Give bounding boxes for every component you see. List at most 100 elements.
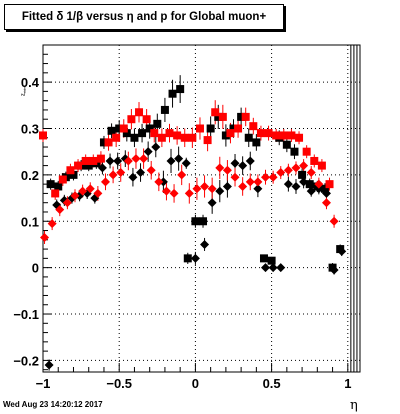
data-point-square bbox=[153, 119, 162, 128]
data-point-square bbox=[218, 112, 227, 121]
data-point-square bbox=[145, 124, 154, 133]
data-point-diamond bbox=[261, 172, 271, 182]
plot-frame bbox=[42, 44, 361, 373]
data-point-diamond bbox=[158, 177, 168, 187]
data-point-square bbox=[267, 256, 276, 265]
data-point-square bbox=[229, 124, 238, 133]
data-point-square bbox=[69, 170, 78, 179]
data-point-square bbox=[226, 129, 235, 138]
data-point-diamond bbox=[306, 186, 316, 196]
data-point-diamond bbox=[268, 172, 278, 182]
svg-text:Zetainv: Zetainv bbox=[20, 85, 26, 96]
data-point-diamond bbox=[166, 156, 176, 166]
data-point-diamond bbox=[215, 163, 225, 173]
data-point-square bbox=[115, 124, 124, 133]
data-point-diamond bbox=[283, 165, 293, 175]
x-tick-label: 1 bbox=[344, 376, 351, 391]
data-point-square bbox=[325, 180, 334, 189]
data-point-diamond bbox=[139, 154, 149, 164]
y-axis-label-subscript: etainv bbox=[22, 85, 26, 93]
data-point-square bbox=[99, 138, 108, 147]
data-point-square bbox=[279, 131, 288, 140]
data-point-square bbox=[287, 131, 296, 140]
data-point-square bbox=[183, 254, 192, 263]
x-axis-label: η bbox=[350, 398, 358, 413]
data-point-diamond bbox=[299, 177, 309, 187]
y-tick-label: 0.1 bbox=[21, 214, 39, 229]
data-point-diamond bbox=[314, 184, 324, 194]
data-point-square bbox=[150, 129, 159, 138]
data-point-diamond bbox=[113, 156, 123, 166]
data-point-diamond bbox=[174, 154, 184, 164]
data-point-diamond bbox=[268, 263, 278, 273]
data-point-diamond bbox=[192, 184, 202, 194]
data-point-square bbox=[272, 131, 281, 140]
data-point-square bbox=[81, 156, 90, 165]
data-point-diamond bbox=[245, 156, 255, 166]
data-point-diamond bbox=[253, 184, 263, 194]
data-point-square bbox=[122, 129, 131, 138]
data-point-square bbox=[54, 182, 63, 191]
data-point-diamond bbox=[238, 161, 248, 171]
data-point-square bbox=[252, 138, 261, 147]
y-tick-label: 0 bbox=[32, 261, 39, 276]
x-tick-label: 0 bbox=[192, 376, 199, 391]
data-point-diamond bbox=[276, 168, 286, 178]
data-point-square bbox=[157, 133, 166, 142]
data-point-diamond bbox=[276, 263, 286, 273]
data-point-diamond bbox=[78, 186, 88, 196]
data-point-square bbox=[188, 133, 197, 142]
data-point-diamond bbox=[329, 265, 339, 275]
timestamp: Wed Aug 23 14:20:12 2017 bbox=[3, 400, 103, 409]
data-point-square bbox=[176, 85, 185, 94]
data-point-square bbox=[160, 105, 169, 114]
data-point-square bbox=[282, 140, 291, 149]
data-point-diamond bbox=[85, 184, 95, 194]
data-point-diamond bbox=[70, 191, 80, 201]
data-point-diamond bbox=[143, 147, 153, 157]
data-point-square bbox=[51, 189, 60, 198]
data-point-diamond bbox=[181, 158, 191, 168]
data-point-square bbox=[214, 112, 223, 121]
plot-border bbox=[42, 44, 361, 373]
data-point-diamond bbox=[136, 168, 146, 178]
data-point-square bbox=[234, 124, 243, 133]
data-point-diamond bbox=[337, 246, 347, 256]
data-point-diamond bbox=[207, 184, 217, 194]
data-point-diamond bbox=[93, 188, 103, 198]
data-point-diamond bbox=[329, 216, 339, 226]
data-point-square bbox=[290, 147, 299, 156]
data-point-square bbox=[237, 112, 246, 121]
data-point-square bbox=[89, 156, 98, 165]
data-point-square bbox=[107, 126, 116, 135]
y-tick-label: 0.3 bbox=[21, 121, 39, 136]
data-point-diamond bbox=[131, 154, 141, 164]
data-point-diamond bbox=[44, 360, 54, 370]
axis-ticks bbox=[42, 44, 349, 372]
data-point-square bbox=[58, 175, 67, 184]
data-point-diamond bbox=[40, 232, 50, 242]
data-point-square bbox=[173, 131, 182, 140]
data-point-diamond bbox=[261, 263, 271, 273]
data-point-square bbox=[241, 112, 250, 121]
data-point-square bbox=[259, 254, 268, 263]
data-point-square bbox=[298, 170, 307, 179]
data-point-square bbox=[39, 131, 47, 140]
data-point-square bbox=[302, 147, 311, 156]
data-point-diamond bbox=[253, 177, 263, 187]
data-point-diamond bbox=[108, 170, 118, 180]
data-point-square bbox=[142, 115, 151, 124]
data-point-diamond bbox=[306, 168, 316, 178]
data-point-square bbox=[119, 124, 128, 133]
data-point-square bbox=[195, 124, 204, 133]
data-point-diamond bbox=[116, 168, 126, 178]
data-point-diamond bbox=[151, 142, 161, 152]
data-point-diamond bbox=[55, 205, 65, 215]
data-point-diamond bbox=[245, 177, 255, 187]
data-point-diamond bbox=[200, 181, 210, 191]
y-axis-label: Zetainv bbox=[20, 85, 26, 96]
y-tick-label: −0.2 bbox=[13, 353, 39, 368]
tick-labels: −1 −0.5 0 0.5 1 −0.2 −0.1 0 0.1 0.2 0.3 0.4 bbox=[13, 75, 351, 391]
data-point-diamond bbox=[100, 177, 110, 187]
data-point-diamond bbox=[299, 161, 309, 171]
